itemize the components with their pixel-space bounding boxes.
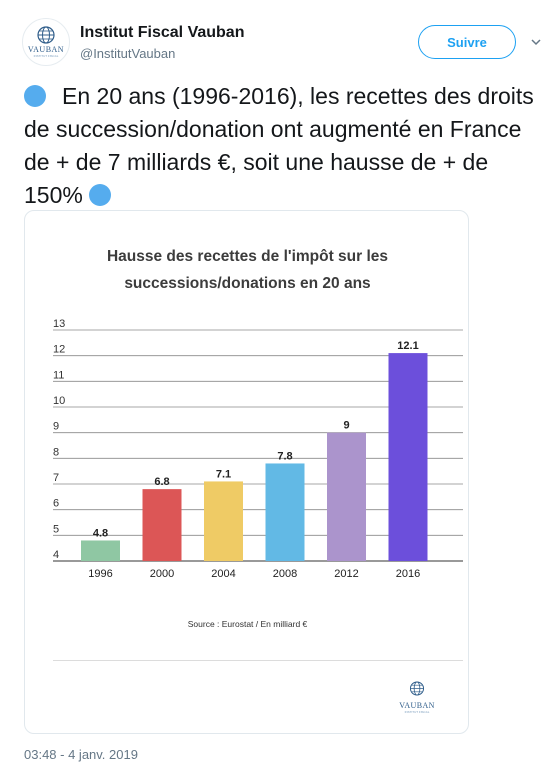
chart-title: Hausse des recettes de l'impôt sur les s… [25, 243, 468, 297]
tweet-text: En 20 ans (1996-2016), les recettes des … [24, 80, 534, 212]
tweet-header: VAUBAN INSTITUT FISCAL Institut Fiscal V… [0, 0, 550, 78]
x-tick-label-2016: 2016 [396, 568, 420, 580]
account-name[interactable]: Institut Fiscal Vauban [80, 24, 245, 41]
x-tick-label-2004: 2004 [211, 568, 235, 580]
y-tick-label: 7 [53, 472, 59, 484]
y-tick-label: 8 [53, 446, 59, 458]
bar-2016 [388, 353, 428, 561]
logo-brand: VAUBAN [399, 701, 435, 710]
data-label-2004: 7.1 [216, 468, 231, 480]
bar-2012 [327, 432, 366, 561]
y-tick-label: 11 [53, 369, 64, 381]
chart-title-line2: successions/donations en 20 ans [124, 275, 371, 292]
globe-icon [37, 26, 55, 44]
avatar[interactable]: VAUBAN INSTITUT FISCAL [22, 18, 70, 66]
bar-chart: 4 5 6 7 8 9 10 11 12 13 4.8 1996 6.8 2000 7.1 2004 7.8 20… [53, 318, 463, 580]
y-tick-label: 4 [53, 549, 59, 561]
chart-source: Source : Eurostat / En milliard € [187, 619, 308, 629]
bar-2004 [204, 481, 243, 561]
x-tick-label-2008: 2008 [273, 568, 297, 580]
x-tick-label-1996: 1996 [88, 568, 112, 580]
bar-2008 [265, 463, 305, 561]
globe-icon [409, 681, 425, 696]
vauban-logo: VAUBAN INSTITUT FISCAL [397, 681, 437, 714]
data-label-2008: 7.8 [277, 450, 292, 462]
y-tick-label: 9 [53, 421, 59, 433]
account-handle[interactable]: @InstitutVauban [80, 46, 176, 61]
y-tick-label: 5 [53, 523, 59, 535]
x-tick-label-2000: 2000 [150, 568, 174, 580]
y-tick-label: 10 [53, 395, 65, 407]
y-tick-label: 12 [53, 344, 65, 356]
data-label-2000: 6.8 [154, 476, 169, 488]
media-card[interactable]: Hausse des recettes de l'impôt sur les s… [24, 210, 469, 734]
x-tick-label-2012: 2012 [334, 568, 358, 580]
bar-2000 [142, 489, 182, 561]
chevron-down-icon[interactable] [530, 36, 542, 48]
y-tick-label: 13 [53, 318, 65, 330]
data-label-1996: 4.8 [93, 527, 108, 539]
data-label-2012: 9 [343, 420, 349, 432]
avatar-sub: INSTITUT FISCAL [33, 54, 59, 58]
timestamp[interactable]: 03:48 - 4 janv. 2019 [24, 747, 138, 762]
bar-1996 [81, 540, 120, 561]
data-label-2016: 12.1 [397, 340, 418, 352]
y-tick-label: 6 [53, 498, 59, 510]
follow-button[interactable]: Suivre [418, 25, 516, 59]
blue-circle-emoji-icon [24, 85, 46, 107]
tweet-body: En 20 ans (1996-2016), les recettes des … [24, 83, 534, 208]
blue-circle-emoji-icon [88, 184, 111, 206]
logo-sub: INSTITUT FISCAL [404, 710, 430, 714]
divider [53, 660, 463, 661]
avatar-brand: VAUBAN [27, 45, 65, 54]
chart-title-line1: Hausse des recettes de l'impôt sur les [106, 248, 389, 265]
